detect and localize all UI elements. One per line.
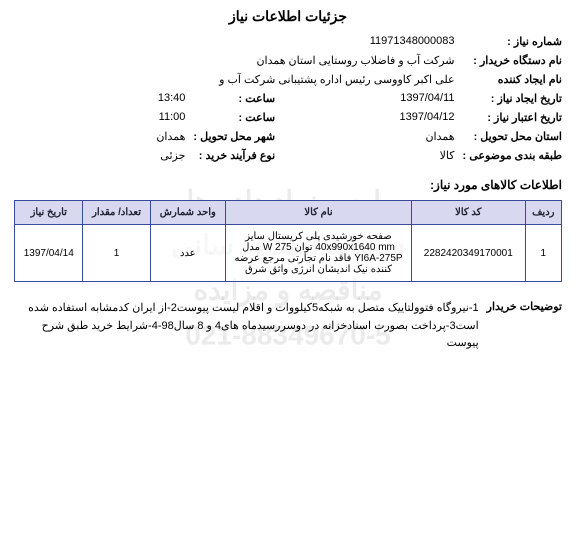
deliver-province-label: استان محل تحویل : (463, 130, 562, 143)
buyer-desc-value: 1-نیروگاه فتوولتاییک متصل به شبکه5کیلووا… (14, 300, 479, 353)
deliver-city-value: همدان (14, 130, 185, 143)
items-section-title: اطلاعات کالاهای مورد نیاز: (14, 178, 562, 192)
buyer-desc-row: توضیحات خریدار 1-نیروگاه فتوولتاییک متصل… (14, 300, 562, 353)
deliver-city-label: شهر محل تحویل : (193, 130, 275, 143)
cell-unit: عدد (150, 225, 225, 282)
buyer-value: شرکت آب و فاضلاب روستایی استان همدان (14, 54, 455, 67)
table-header-row: ردیف کد کالا نام کالا واحد شمارش تعداد/ … (15, 201, 562, 225)
create-date-label: تاریخ ایجاد نیاز : (463, 92, 562, 105)
creator-label: نام ایجاد کننده (463, 73, 562, 86)
table-row: 1 2282420349170001 صفحه خورشیدی پلی کریس… (15, 225, 562, 282)
col-name: نام کالا (226, 201, 412, 225)
creator-value: علی اکبر کاووسی رئیس اداره پشتیبانی شرکت… (14, 73, 455, 86)
cell-name: صفحه خورشیدی پلی کریستال سایز 40x990x164… (226, 225, 412, 282)
create-time-label: ساعت : (193, 92, 275, 105)
valid-time-value: 11:00 (14, 111, 185, 124)
valid-time-label: ساعت : (193, 111, 275, 124)
cell-need-date: 1397/04/14 (15, 225, 83, 282)
items-table: ردیف کد کالا نام کالا واحد شمارش تعداد/ … (14, 200, 562, 282)
need-number-value: 11971348000083 (14, 35, 455, 48)
subject-class-value: کالا (283, 149, 454, 162)
buyer-desc-label: توضیحات خریدار (487, 300, 562, 353)
process-type-label: نوع فرآیند خرید : (193, 149, 275, 162)
valid-date-value: 1397/04/12 (283, 111, 454, 124)
create-date-value: 1397/04/11 (283, 92, 454, 105)
subject-class-label: طبقه بندی موضوعی : (463, 149, 562, 162)
cell-idx: 1 (525, 225, 561, 282)
col-code: کد کالا (412, 201, 526, 225)
info-grid: شماره نیاز : 11971348000083 نام دستگاه خ… (14, 35, 562, 162)
col-idx: ردیف (525, 201, 561, 225)
cell-qty: 1 (83, 225, 150, 282)
buyer-label: نام دستگاه خریدار : (463, 54, 562, 67)
col-unit: واحد شمارش (150, 201, 225, 225)
need-number-label: شماره نیاز : (463, 35, 562, 48)
cell-code: 2282420349170001 (412, 225, 526, 282)
valid-date-label: تاریخ اعتبار نیاز : (463, 111, 562, 124)
col-qty: تعداد/ مقدار (83, 201, 150, 225)
col-need-date: تاریخ نیاز (15, 201, 83, 225)
create-time-value: 13:40 (14, 92, 185, 105)
page-content: جزئیات اطلاعات نیاز شماره نیاز : 1197134… (0, 0, 576, 361)
deliver-province-value: همدان (283, 130, 454, 143)
page-title: جزئیات اطلاعات نیاز (14, 8, 562, 25)
process-type-value: جزئی (14, 149, 185, 162)
